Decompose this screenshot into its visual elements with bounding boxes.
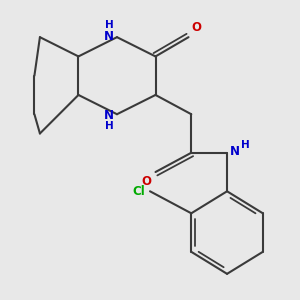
Text: N: N [104, 109, 114, 122]
Text: O: O [141, 175, 151, 188]
Text: Cl: Cl [133, 185, 146, 198]
Text: N: N [230, 145, 240, 158]
Text: O: O [191, 21, 201, 34]
Text: H: H [106, 121, 114, 131]
Text: H: H [106, 20, 114, 30]
Text: N: N [104, 30, 114, 43]
Text: H: H [241, 140, 250, 150]
